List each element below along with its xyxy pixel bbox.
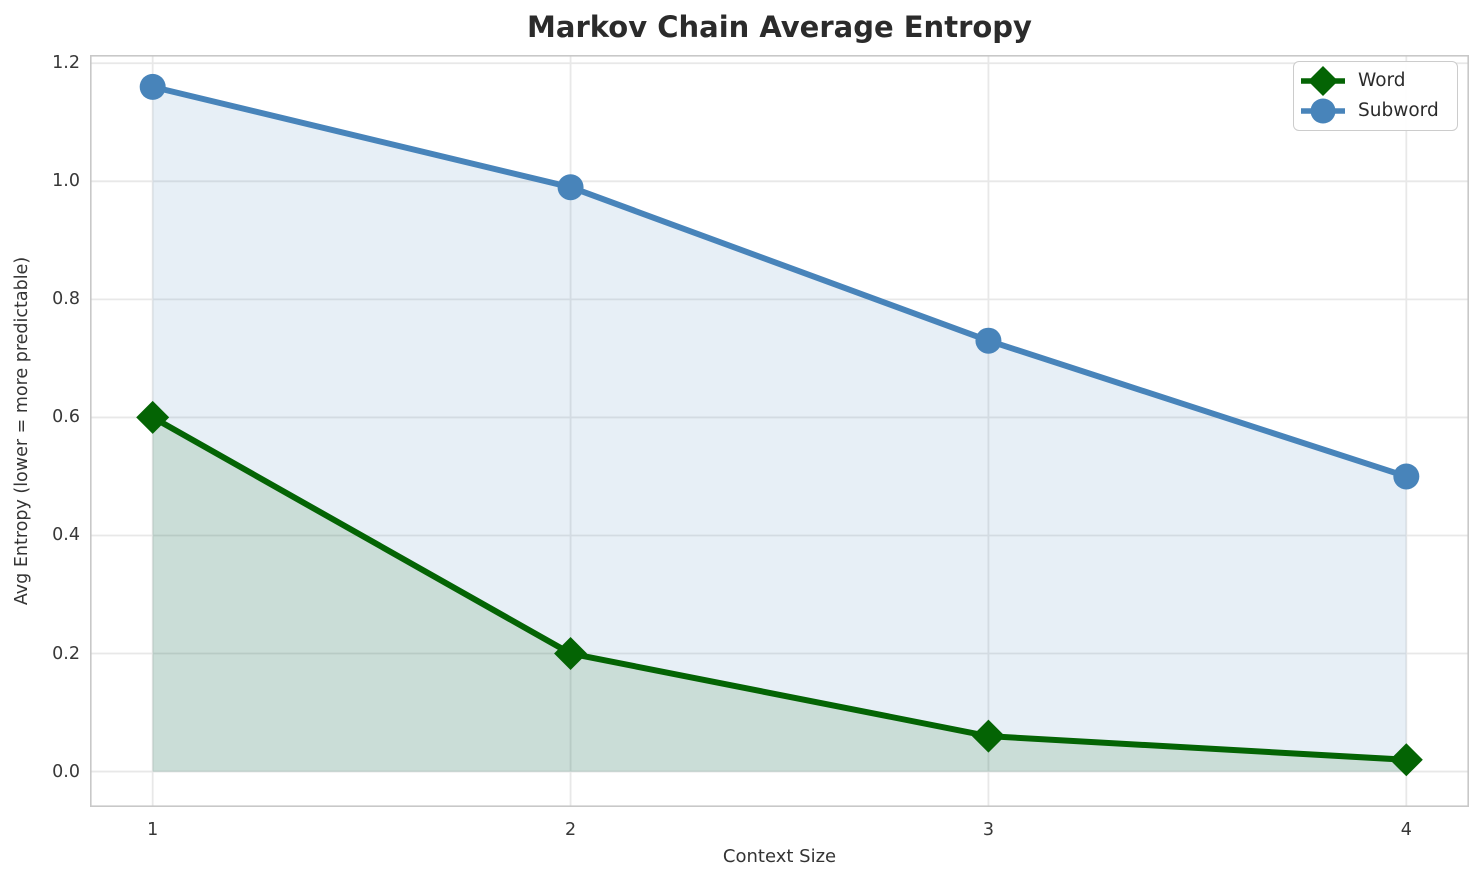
chart-title: Markov Chain Average Entropy [527,10,1032,44]
x-tick-label: 1 [147,820,159,840]
word-marker [136,400,170,434]
axes-spines [90,55,1469,807]
y-tick-label: 0.4 [52,525,80,546]
plot-area [90,55,1469,807]
word-marker [971,719,1005,753]
word-area-fill [152,417,1407,772]
subword-marker [1393,463,1420,490]
diamond-icon [1301,66,1345,96]
subword-marker [557,174,584,201]
circle-icon [1301,98,1345,124]
y-tick-label: 0.6 [52,407,80,428]
x-axis-label: Context Size [722,846,837,867]
legend-label: Word [1358,70,1406,91]
subword-line [151,83,1408,480]
y-tick-label: 0.0 [52,761,80,782]
legend-item-word: Word [1300,66,1449,96]
y-tick-label: 0.2 [52,643,80,664]
word-marker [1389,743,1423,777]
y-tick-label: 1.0 [52,171,80,192]
legend-item-subword: Subword [1300,96,1449,126]
legend-label: Subword [1358,100,1439,121]
x-tick-label: 4 [1400,820,1412,840]
subword-marker [975,327,1002,354]
y-tick-label: 1.2 [52,53,80,74]
x-tick-label: 2 [564,820,577,840]
y-tick-label: 0.8 [52,289,80,310]
subword-area-fill [152,86,1407,772]
y-axis-label: Avg Entropy (lower = more predictable) [12,256,32,606]
legend: Word Subword [1293,61,1458,131]
word-line [151,414,1407,763]
subword-marker [139,73,166,100]
word-marker [554,637,588,671]
x-tick-label: 3 [982,820,994,840]
